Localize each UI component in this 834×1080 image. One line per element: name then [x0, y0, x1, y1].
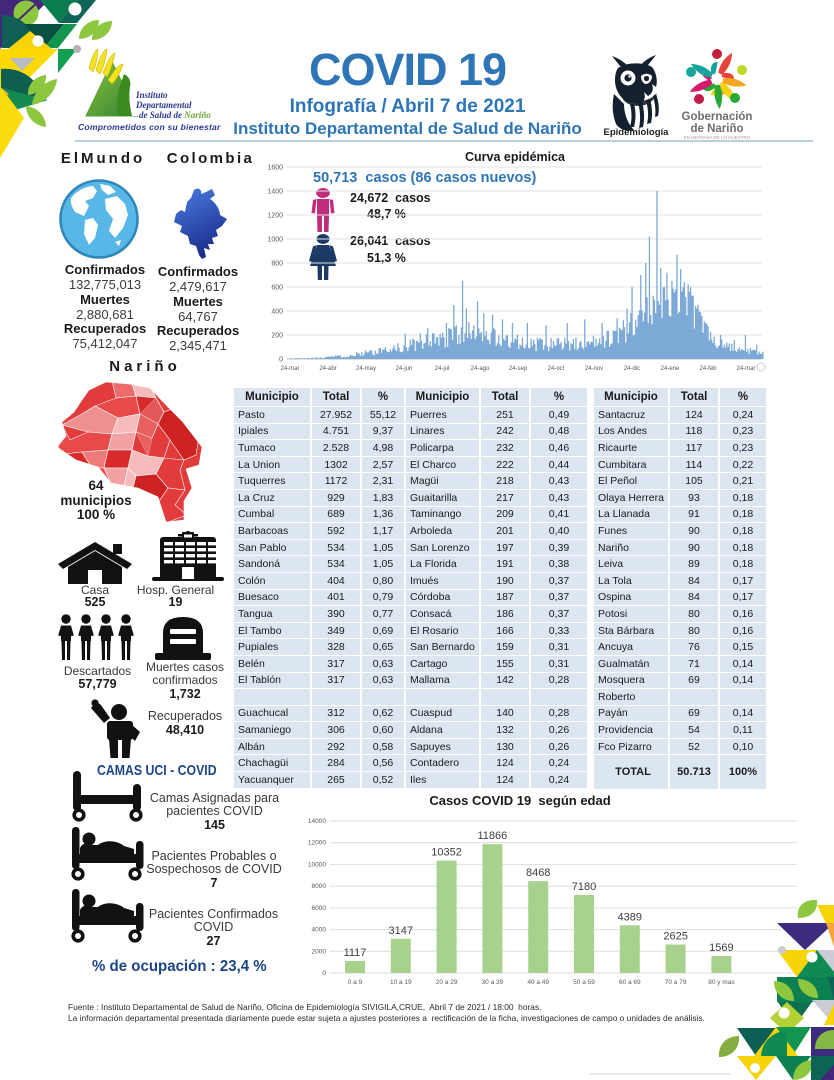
svg-text:24-jul: 24-jul: [435, 366, 450, 372]
svg-text:70 a 79: 70 a 79: [665, 979, 687, 986]
svg-text:24-dic: 24-dic: [624, 366, 640, 372]
svg-text:24-mar: 24-mar: [280, 366, 299, 372]
svg-text:24-jun: 24-jun: [396, 366, 413, 372]
svg-text:1400: 1400: [267, 189, 283, 196]
svg-text:24-abr: 24-abr: [319, 366, 336, 372]
svg-text:1117: 1117: [344, 947, 367, 959]
svg-text:24-may: 24-may: [356, 366, 376, 372]
svg-text:8468: 8468: [526, 867, 550, 879]
svg-text:800: 800: [271, 261, 283, 268]
svg-text:0: 0: [322, 970, 326, 977]
svg-text:80 y mas: 80 y mas: [708, 979, 735, 986]
svg-text:3147: 3147: [389, 925, 413, 937]
svg-text:Instituto: Instituto: [135, 90, 168, 100]
svg-text:1200: 1200: [267, 213, 283, 220]
svg-text:24-oct: 24-oct: [548, 366, 565, 372]
svg-text:30 a 39: 30 a 39: [482, 979, 504, 986]
svg-text:24-feb: 24-feb: [699, 366, 717, 372]
svg-text:24-sep: 24-sep: [509, 366, 528, 372]
svg-text:de Salud de Nariño: de Salud de Nariño: [139, 110, 211, 120]
svg-text:400: 400: [271, 309, 283, 316]
svg-text:1569: 1569: [709, 942, 733, 954]
svg-text:4000: 4000: [312, 927, 327, 934]
svg-text:4389: 4389: [618, 911, 642, 923]
svg-text:1600: 1600: [267, 165, 283, 172]
svg-text:1000: 1000: [267, 237, 283, 244]
svg-text:6000: 6000: [312, 905, 327, 912]
svg-text:8000: 8000: [312, 883, 327, 890]
svg-text:40 a 49: 40 a 49: [527, 979, 549, 986]
svg-text:10 a 19: 10 a 19: [390, 979, 412, 986]
svg-text:24-ago: 24-ago: [471, 366, 490, 372]
svg-text:14000: 14000: [308, 818, 326, 825]
svg-text:10352: 10352: [431, 847, 462, 859]
svg-text:10000: 10000: [308, 861, 326, 868]
svg-text:24-nov: 24-nov: [585, 366, 603, 372]
svg-text:20 a 29: 20 a 29: [436, 979, 458, 986]
svg-text:12000: 12000: [308, 840, 326, 847]
svg-text:200: 200: [271, 333, 283, 340]
svg-text:Departamental: Departamental: [135, 100, 192, 110]
svg-text:0: 0: [279, 357, 283, 364]
svg-text:0 a 9: 0 a 9: [348, 979, 363, 986]
svg-text:7180: 7180: [572, 881, 596, 893]
svg-text:60 a 69: 60 a 69: [619, 979, 641, 986]
svg-text:600: 600: [271, 285, 283, 292]
svg-text:2000: 2000: [312, 948, 327, 955]
svg-text:24-mar: 24-mar: [736, 366, 755, 372]
svg-text:24-ene: 24-ene: [661, 366, 680, 372]
svg-text:11866: 11866: [478, 830, 508, 842]
svg-text:50 a 59: 50 a 59: [573, 979, 595, 986]
svg-text:2625: 2625: [663, 931, 687, 943]
